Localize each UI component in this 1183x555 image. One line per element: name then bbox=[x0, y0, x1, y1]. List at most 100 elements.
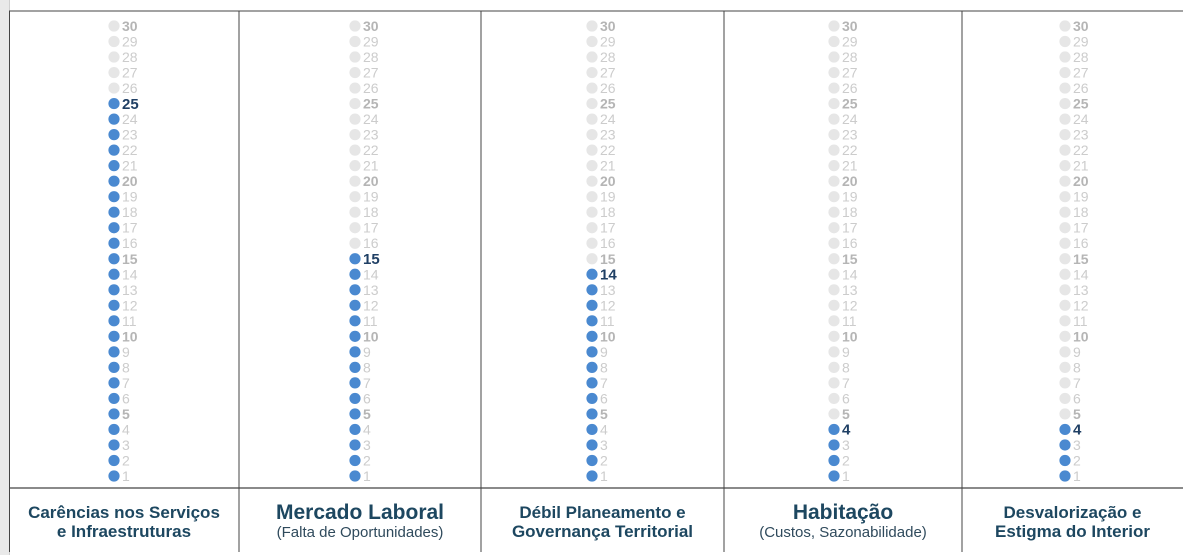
tick-label: 2 bbox=[122, 452, 130, 468]
tick-label: 24 bbox=[122, 111, 138, 127]
dot-empty bbox=[586, 97, 598, 110]
dot-filled bbox=[349, 392, 361, 405]
dot-filled bbox=[108, 439, 120, 451]
tick-label: 1 bbox=[600, 468, 608, 484]
tick-label: 3 bbox=[600, 437, 608, 453]
tick-label: 11 bbox=[122, 313, 137, 329]
dot-empty bbox=[108, 82, 120, 94]
tick-label: 1 bbox=[842, 468, 850, 484]
dot-filled bbox=[586, 299, 598, 311]
tick-label: 4 bbox=[600, 421, 608, 437]
category-label: Desvalorização e Estigma do Interior bbox=[962, 492, 1183, 552]
dot-empty bbox=[1059, 361, 1071, 373]
tick-label: 9 bbox=[122, 344, 130, 360]
tick-label: 2 bbox=[842, 452, 850, 468]
dot-empty bbox=[349, 97, 361, 110]
tick-label: 23 bbox=[842, 127, 858, 143]
dot-filled bbox=[108, 408, 120, 420]
tick-label: 26 bbox=[363, 80, 379, 96]
dot-empty bbox=[349, 191, 361, 203]
dot-empty bbox=[586, 144, 598, 156]
dot-filled bbox=[586, 268, 598, 280]
dot-empty bbox=[108, 66, 120, 79]
dot-empty bbox=[828, 361, 840, 373]
dot-filled bbox=[828, 423, 840, 436]
dot-empty bbox=[1059, 51, 1071, 63]
dot-filled bbox=[349, 423, 361, 436]
tick-label: 17 bbox=[363, 220, 379, 236]
dot-filled bbox=[1059, 423, 1071, 436]
dot-filled bbox=[586, 330, 598, 342]
category-title-line: Mercado Laboral bbox=[275, 501, 445, 524]
dot-filled bbox=[108, 191, 120, 203]
tick-label: 6 bbox=[600, 390, 608, 406]
dot-filled bbox=[108, 454, 120, 467]
tick-label: 12 bbox=[363, 297, 379, 313]
tick-label: 1 bbox=[122, 468, 130, 484]
dot-empty bbox=[349, 175, 361, 187]
dot-filled bbox=[108, 315, 120, 327]
tick-label: 12 bbox=[1073, 297, 1089, 313]
dot-empty bbox=[828, 222, 840, 234]
dot-empty bbox=[828, 144, 840, 156]
tick-label: 14 bbox=[122, 266, 138, 282]
dot-empty bbox=[586, 51, 598, 63]
dot-filled bbox=[108, 175, 120, 187]
tick-label: 30 bbox=[842, 18, 858, 34]
category-subtitle: (Falta de Oportunidades) bbox=[276, 524, 444, 541]
dot-filled bbox=[349, 346, 361, 358]
dot-filled bbox=[108, 144, 120, 156]
dot-empty bbox=[1059, 392, 1071, 405]
tick-label: 19 bbox=[122, 189, 138, 205]
tick-label: 16 bbox=[1073, 235, 1089, 251]
category-title-line: Desvalorização e bbox=[1003, 503, 1142, 522]
dot-empty bbox=[828, 377, 840, 389]
dot-empty bbox=[108, 51, 120, 63]
tick-label: 24 bbox=[600, 111, 616, 127]
dot-empty bbox=[349, 129, 361, 141]
dot-empty bbox=[349, 113, 361, 125]
tick-label: 23 bbox=[363, 127, 379, 143]
dot-filled bbox=[586, 361, 598, 373]
dot-filled bbox=[349, 330, 361, 342]
tick-label: 22 bbox=[122, 142, 138, 158]
tick-label: 21 bbox=[600, 158, 616, 174]
dot-empty bbox=[349, 160, 361, 172]
dot-filled bbox=[349, 408, 361, 420]
dot-filled bbox=[828, 454, 840, 467]
tick-label: 30 bbox=[122, 18, 138, 34]
dot-empty bbox=[1059, 206, 1071, 218]
tick-label: 2 bbox=[600, 452, 608, 468]
dot-empty bbox=[349, 66, 361, 79]
tick-label: 16 bbox=[600, 235, 616, 251]
tick-label: 18 bbox=[122, 204, 138, 220]
tick-label: 7 bbox=[122, 375, 130, 391]
category-label: Débil Planeamento e Governança Territoria… bbox=[481, 492, 724, 552]
tick-label: 5 bbox=[363, 406, 371, 422]
dot-empty bbox=[1059, 144, 1071, 156]
tick-label: 12 bbox=[600, 297, 616, 313]
tick-label: 6 bbox=[363, 390, 371, 406]
tick-label: 15 bbox=[600, 251, 616, 267]
dot-empty bbox=[828, 268, 840, 280]
dot-empty bbox=[1059, 66, 1071, 79]
dot-filled bbox=[1059, 470, 1071, 482]
tick-label: 25 bbox=[842, 96, 858, 112]
tick-label: 11 bbox=[1073, 313, 1088, 329]
tick-label: 10 bbox=[363, 328, 379, 344]
tick-label: 10 bbox=[122, 328, 138, 344]
tick-label: 11 bbox=[842, 313, 857, 329]
category-label: Habitação (Custos, Sazonabilidade) bbox=[724, 492, 962, 552]
tick-label: 28 bbox=[1073, 49, 1089, 65]
dot-empty bbox=[828, 253, 840, 265]
dot-empty bbox=[828, 408, 840, 420]
dot-empty bbox=[108, 35, 120, 48]
tick-label: 11 bbox=[363, 313, 378, 329]
tick-label: 10 bbox=[1073, 328, 1089, 344]
tick-label: 4 bbox=[363, 421, 371, 437]
value-label: 4 bbox=[1073, 422, 1082, 439]
dot-filled bbox=[1059, 454, 1071, 467]
tick-label: 14 bbox=[1073, 266, 1089, 282]
dot-filled bbox=[108, 299, 120, 311]
dot-filled bbox=[586, 346, 598, 358]
